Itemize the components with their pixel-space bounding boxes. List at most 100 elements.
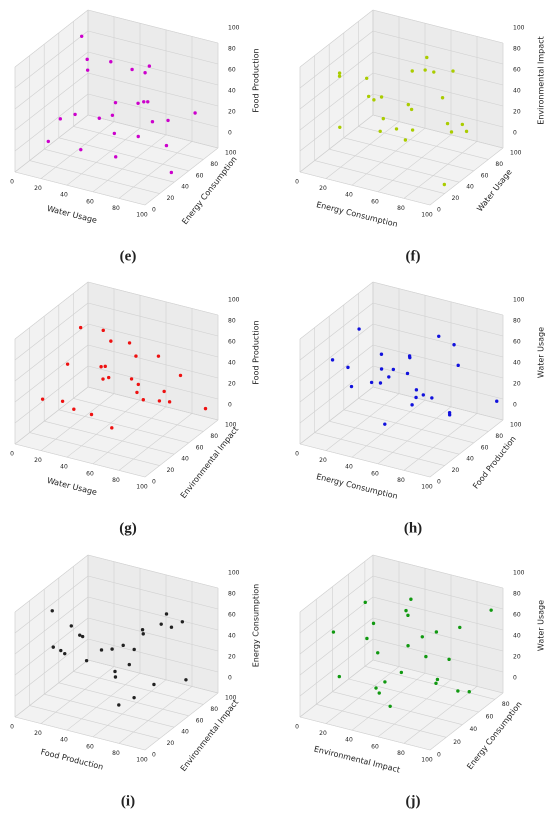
data-point [79, 147, 83, 152]
data-point [80, 634, 85, 639]
grid-line [299, 114, 374, 173]
grid-line [92, 679, 167, 738]
data-point [51, 645, 55, 649]
z-tick-label: 20 [513, 654, 521, 661]
x-tick-label: 60 [86, 470, 94, 477]
grid-line [40, 393, 115, 451]
grid-line [325, 393, 400, 451]
grid-line [144, 692, 219, 751]
x-tick-label: 20 [319, 730, 327, 737]
grid-line [14, 302, 89, 361]
grid-line [14, 554, 89, 613]
y-tick-label: 40 [466, 184, 474, 191]
data-point [404, 608, 408, 613]
data-point [391, 367, 396, 372]
data-point [63, 651, 67, 656]
grid-line [118, 141, 193, 199]
grid-line [14, 344, 89, 403]
z-axis-label: Water Usage [537, 327, 546, 378]
data-point [449, 130, 454, 134]
grid-line [29, 160, 160, 194]
grid-line [372, 575, 504, 610]
grid-line [325, 666, 400, 724]
data-point [410, 128, 415, 132]
data-point [159, 622, 163, 626]
grid-line [299, 281, 374, 340]
data-point [130, 67, 134, 72]
grid-line [372, 72, 504, 107]
data-point [337, 74, 342, 78]
data-point [421, 393, 425, 397]
data-point [136, 382, 140, 387]
grid-line [351, 399, 426, 458]
grid-line [58, 682, 189, 717]
data-point [377, 691, 381, 695]
grid-line [14, 596, 89, 655]
y-tick-label: 20 [167, 740, 175, 747]
grid-line [299, 93, 374, 152]
grid-line [329, 420, 460, 455]
data-point [113, 675, 118, 679]
panel-caption: (g) [119, 520, 137, 536]
data-point [58, 117, 62, 121]
grid-line [299, 30, 374, 89]
grid-line [299, 344, 374, 403]
data-point [331, 630, 336, 634]
grid-line [87, 302, 219, 337]
grid-line [372, 554, 504, 589]
x-axis-label: Water Usage [46, 476, 98, 497]
panel-caption: (j) [406, 793, 421, 809]
grid-line [372, 93, 504, 128]
z-tick-label: 100 [228, 570, 240, 577]
data-point [456, 363, 460, 368]
data-point [166, 118, 170, 123]
z-tick-label: 60 [228, 339, 236, 346]
data-point [114, 155, 118, 159]
y-tick-label: 80 [495, 433, 503, 440]
data-point [167, 400, 172, 404]
y-tick-label: 0 [152, 479, 156, 486]
x-tick-label: 20 [34, 185, 42, 192]
data-point [420, 635, 424, 639]
x-tick-label: 20 [34, 730, 42, 737]
data-point [378, 381, 383, 385]
data-point [110, 426, 114, 430]
data-point [99, 365, 103, 369]
grid-line [429, 692, 504, 751]
panel-caption: (e) [120, 248, 137, 264]
grid-line [87, 554, 219, 589]
data-point [112, 131, 117, 136]
data-point [110, 113, 115, 118]
y-tick-label: 40 [181, 456, 189, 463]
grid-line [372, 323, 504, 358]
grid-line [372, 9, 504, 44]
grid-line [348, 678, 479, 713]
data-point [89, 412, 94, 417]
y-tick-label: 40 [466, 456, 474, 463]
data-point [432, 70, 436, 74]
panel: 0 20 40 60 80 100 0 20 40 60 80 100 0 20 40 60 80 100 Ener… [295, 281, 546, 536]
data-point [135, 390, 139, 395]
data-point [109, 60, 113, 64]
x-tick-label: 60 [86, 743, 94, 750]
x-tick-label: 20 [319, 457, 327, 464]
grid-line [299, 51, 374, 110]
data-point [374, 686, 378, 690]
grid-line [87, 30, 219, 65]
data-point [447, 657, 451, 662]
data-point [410, 69, 414, 73]
grid-line [358, 398, 489, 432]
grid-line [44, 420, 175, 455]
grid-line [29, 432, 160, 466]
grid-line [14, 114, 89, 173]
grid-line [299, 617, 374, 676]
grid-line [14, 281, 89, 340]
grid-line [299, 9, 374, 68]
z-tick-label: 0 [228, 130, 232, 137]
x-tick-label: 60 [371, 470, 379, 477]
data-point [366, 94, 371, 99]
grid-line [429, 419, 504, 478]
grid-line [14, 323, 89, 382]
z-tick-label: 40 [513, 360, 521, 367]
grid-line [316, 704, 447, 738]
